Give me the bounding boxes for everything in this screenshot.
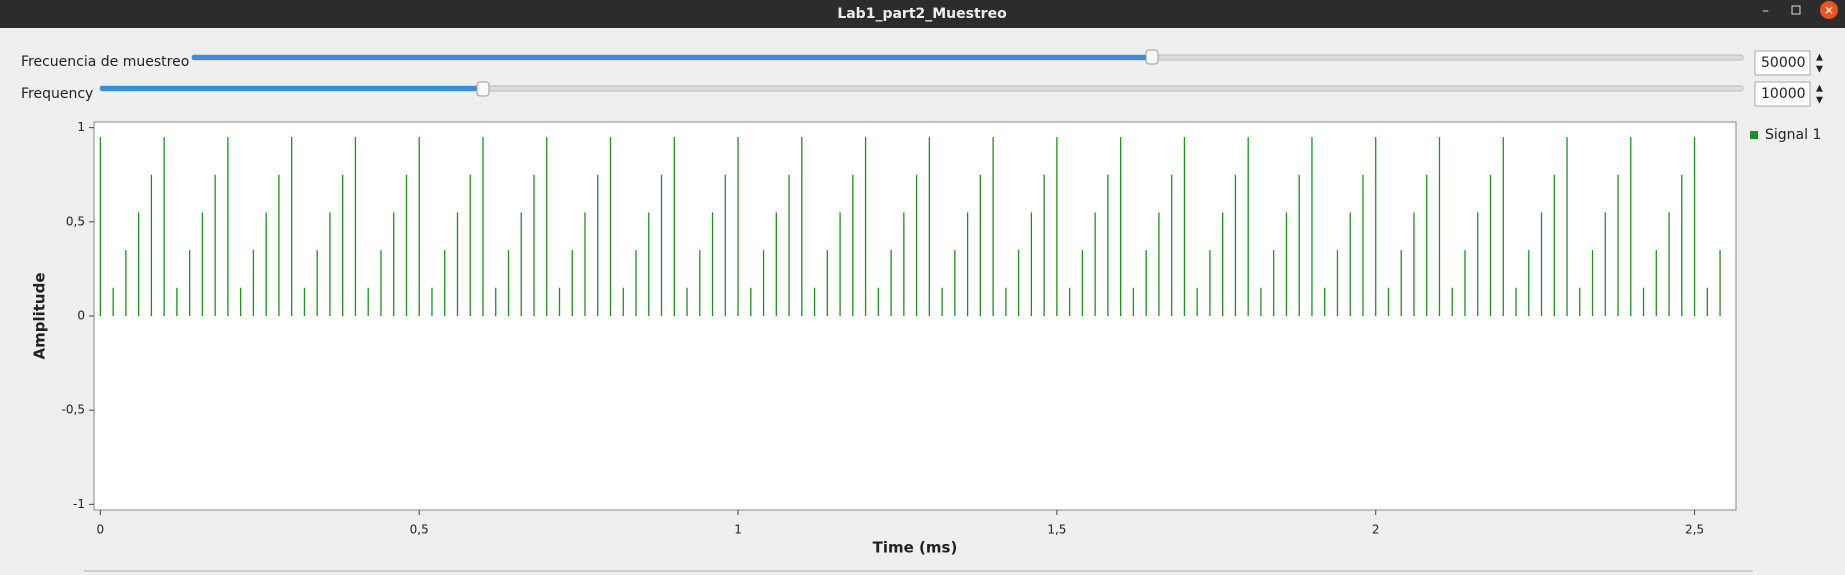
- slider-label: Frequency: [21, 86, 93, 102]
- x-tick-label: 2: [1372, 523, 1380, 537]
- spin-up[interactable]: ▲: [1816, 53, 1823, 63]
- x-axis-title: Time (ms): [873, 539, 958, 557]
- y-tick-label: -1: [73, 497, 85, 511]
- close-button[interactable]: [1820, 1, 1838, 19]
- spinbox-value: 50000: [1761, 55, 1806, 71]
- x-tick-label: 1: [734, 523, 742, 537]
- y-axis-title: Amplitude: [31, 272, 49, 359]
- slider-handle[interactable]: [476, 81, 490, 97]
- spin-down[interactable]: ▼: [1816, 65, 1823, 75]
- y-tick-label: 0: [77, 309, 85, 323]
- legend-swatch: [1750, 131, 1758, 139]
- title-bar: [0, 0, 1845, 28]
- spin-up[interactable]: ▲: [1816, 84, 1823, 94]
- x-tick-label: 1,5: [1047, 523, 1066, 537]
- spinbox[interactable]: [1754, 81, 1811, 107]
- slider-label: Frecuencia de muestreo: [21, 54, 189, 70]
- x-tick-label: 2,5: [1685, 523, 1704, 537]
- slider-fill: [192, 55, 1152, 60]
- y-tick-label: -0,5: [62, 403, 85, 417]
- window-title: Lab1_part2_Muestreo: [837, 6, 1007, 22]
- spinbox[interactable]: [1754, 50, 1811, 76]
- plot-area: [93, 121, 1737, 511]
- close-icon: ✕: [1824, 4, 1834, 18]
- maximize-button[interactable]: [1791, 5, 1801, 15]
- x-tick-label: 0,5: [410, 523, 429, 537]
- legend-label: Signal 1: [1765, 127, 1821, 143]
- slider-handle[interactable]: [1145, 49, 1159, 65]
- spin-down[interactable]: ▼: [1816, 96, 1823, 106]
- slider-fill: [100, 86, 483, 91]
- minimize-button[interactable]: –: [1762, 3, 1769, 19]
- y-tick-label: 1: [77, 120, 85, 134]
- y-tick-label: 0,5: [66, 214, 85, 228]
- spinbox-value: 10000: [1761, 86, 1806, 102]
- x-tick-label: 0: [97, 523, 105, 537]
